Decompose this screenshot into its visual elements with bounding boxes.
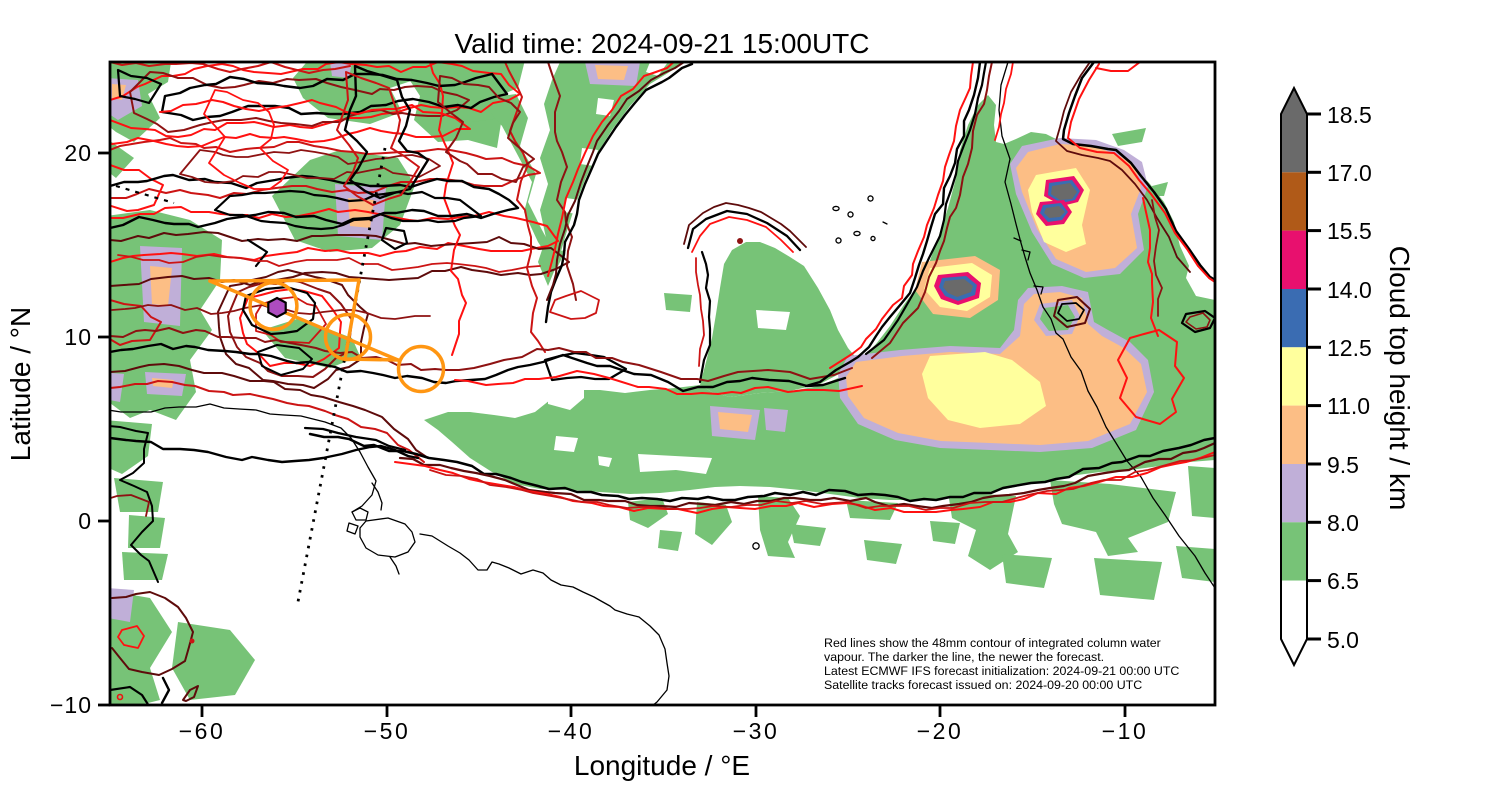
svg-text:15.5: 15.5 [1327,218,1372,244]
svg-text:Valid time: 2024-09-21 15:00UT: Valid time: 2024-09-21 15:00UTC [454,28,869,59]
svg-text:−40: −40 [548,718,595,744]
svg-text:vapour. The darker the line, t: vapour. The darker the line, the newer t… [824,650,1104,664]
svg-text:18.5: 18.5 [1327,102,1372,128]
svg-text:Latitude / °N: Latitude / °N [5,307,36,461]
svg-text:9.5: 9.5 [1327,452,1359,478]
svg-text:11.0: 11.0 [1327,393,1370,419]
svg-text:12.5: 12.5 [1327,335,1372,361]
svg-text:5.0: 5.0 [1327,627,1359,653]
svg-text:10: 10 [64,324,92,350]
svg-text:−30: −30 [733,718,780,744]
svg-text:14.0: 14.0 [1327,277,1372,303]
svg-text:17.0: 17.0 [1327,160,1372,186]
svg-text:−10: −10 [50,692,92,718]
svg-text:−60: −60 [179,718,226,744]
svg-text:0: 0 [78,508,92,534]
svg-text:Red lines show the 48mm contou: Red lines show the 48mm contour of integ… [824,636,1161,650]
svg-text:Satellite tracks forecast issu: Satellite tracks forecast issued on: 202… [824,678,1142,692]
svg-text:8.0: 8.0 [1327,510,1359,536]
svg-text:Longitude / °E: Longitude / °E [574,750,750,781]
svg-text:−50: −50 [364,718,411,744]
svg-text:6.5: 6.5 [1327,568,1359,594]
svg-text:20: 20 [64,140,92,166]
svg-text:Cloud top height / km: Cloud top height / km [1384,246,1415,511]
svg-text:−20: −20 [917,718,964,744]
svg-text:Latest ECMWF IFS forecast init: Latest ECMWF IFS forecast initialization… [824,664,1179,678]
svg-text:−10: −10 [1102,718,1149,744]
